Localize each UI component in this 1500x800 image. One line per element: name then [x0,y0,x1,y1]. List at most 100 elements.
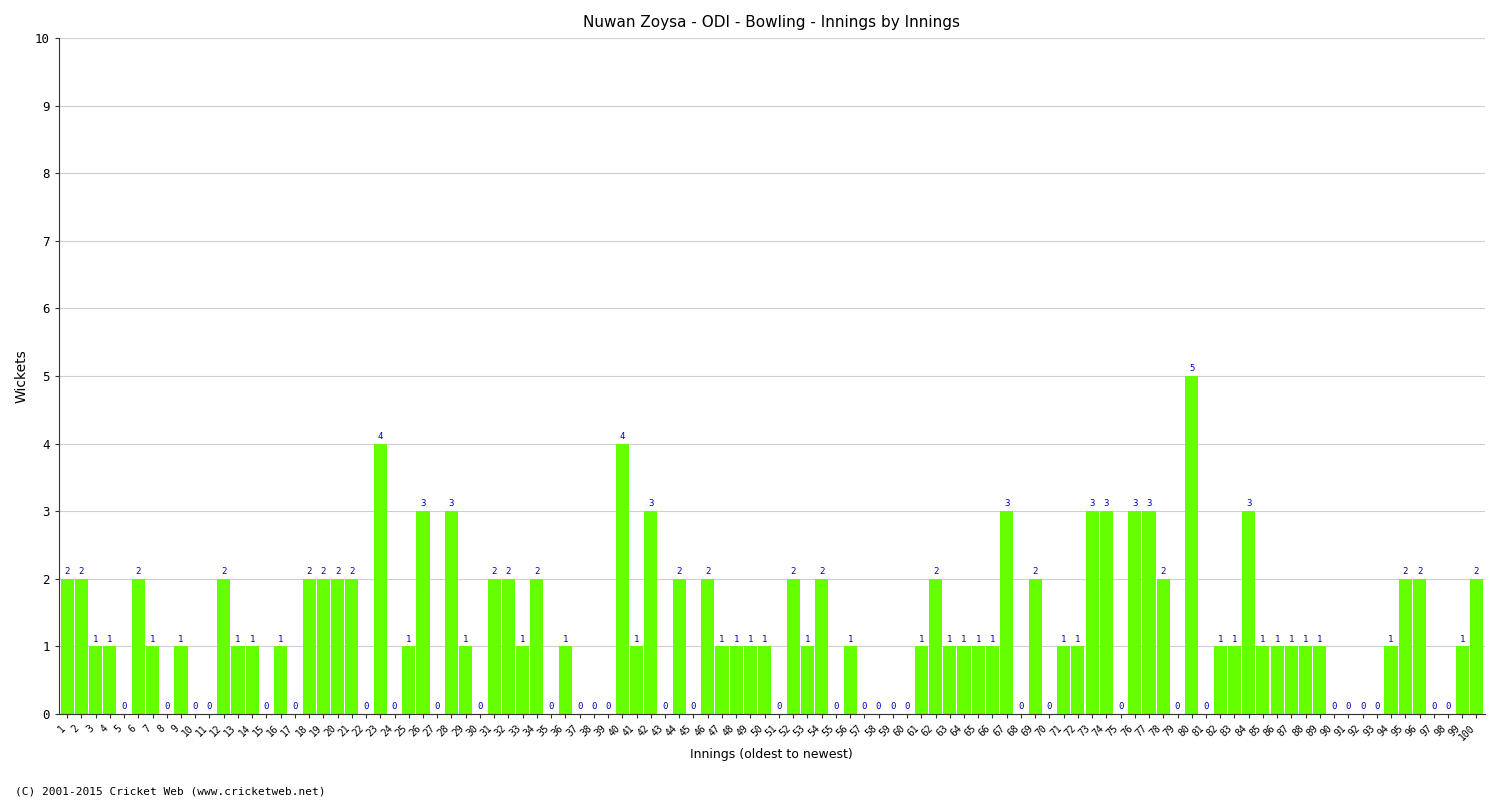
Bar [1314,646,1326,714]
Text: 2: 2 [78,567,84,576]
Bar [616,443,628,714]
Bar [986,646,999,714]
Bar [815,578,828,714]
Text: 1: 1 [734,634,740,644]
Text: 1: 1 [1218,634,1222,644]
Text: 0: 0 [122,702,128,711]
Text: 1: 1 [236,634,240,644]
Text: 0: 0 [578,702,582,711]
Bar [132,578,146,714]
Text: 2: 2 [790,567,796,576]
Bar [88,646,102,714]
Text: 3: 3 [448,499,454,509]
Text: 1: 1 [406,634,411,644]
Text: 1: 1 [975,634,981,644]
Bar [231,646,244,714]
Text: 2: 2 [534,567,540,576]
Bar [672,578,686,714]
Text: 2: 2 [933,567,938,576]
Bar [246,646,258,714]
Text: 0: 0 [591,702,597,711]
Text: 0: 0 [1374,702,1380,711]
Bar [716,646,729,714]
Bar [843,646,856,714]
Text: 0: 0 [264,702,268,711]
Text: 0: 0 [1446,702,1450,711]
Text: 4: 4 [620,432,626,441]
Text: 0: 0 [192,702,198,711]
Bar [1185,376,1198,714]
Bar [786,578,800,714]
Text: 1: 1 [1076,634,1080,644]
Text: 1: 1 [93,634,99,644]
Text: 0: 0 [606,702,610,711]
Text: 1: 1 [1304,634,1308,644]
Text: 3: 3 [1089,499,1095,509]
Text: 1: 1 [562,634,568,644]
Text: 1: 1 [1275,634,1280,644]
Text: 0: 0 [1047,702,1052,711]
Bar [374,443,387,714]
Bar [957,646,970,714]
Text: 1: 1 [278,634,284,644]
Text: 1: 1 [520,634,525,644]
Bar [488,578,501,714]
Bar [503,578,515,714]
Bar [274,646,286,714]
Text: 5: 5 [1190,364,1194,374]
Bar [217,578,231,714]
Text: (C) 2001-2015 Cricket Web (www.cricketweb.net): (C) 2001-2015 Cricket Web (www.cricketwe… [15,786,326,796]
Bar [1128,511,1142,714]
Bar [1214,646,1227,714]
Bar [1143,511,1155,714]
Text: 1: 1 [1389,634,1394,644]
Bar [1398,578,1411,714]
Text: 0: 0 [363,702,369,711]
Text: 2: 2 [350,567,354,576]
Text: 0: 0 [164,702,170,711]
Text: 3: 3 [648,499,654,509]
Text: 1: 1 [634,634,639,644]
Bar [944,646,957,714]
Text: 2: 2 [306,567,312,576]
Text: 2: 2 [492,567,496,576]
Bar [644,511,657,714]
Bar [1100,511,1113,714]
Bar [1242,511,1256,714]
Bar [744,646,758,714]
Text: 2: 2 [705,567,711,576]
Text: 0: 0 [663,702,668,711]
Bar [1071,646,1084,714]
Text: 0: 0 [392,702,398,711]
Text: 2: 2 [1161,567,1166,576]
Bar [1156,578,1170,714]
Bar [146,646,159,714]
Bar [758,646,771,714]
Text: 2: 2 [64,567,70,576]
Text: 0: 0 [692,702,696,711]
Bar [1257,646,1269,714]
Bar [729,646,742,714]
Text: 0: 0 [1360,702,1365,711]
Text: 1: 1 [1288,634,1294,644]
Text: 2: 2 [1474,567,1479,576]
Bar [332,578,344,714]
Text: 2: 2 [506,567,512,576]
Text: 4: 4 [378,432,382,441]
Text: 1: 1 [918,634,924,644]
Text: 0: 0 [876,702,880,711]
Text: 0: 0 [1332,702,1336,711]
Text: 0: 0 [904,702,909,711]
Bar [446,511,458,714]
Text: 1: 1 [178,634,183,644]
Bar [1299,646,1312,714]
Bar [75,578,88,714]
Text: 2: 2 [1418,567,1422,576]
Text: 0: 0 [1019,702,1023,711]
Text: 0: 0 [292,702,297,711]
Text: 0: 0 [477,702,483,711]
Bar [1455,646,1468,714]
Text: 0: 0 [1431,702,1437,711]
Text: 1: 1 [962,634,966,644]
Text: 1: 1 [1317,634,1323,644]
